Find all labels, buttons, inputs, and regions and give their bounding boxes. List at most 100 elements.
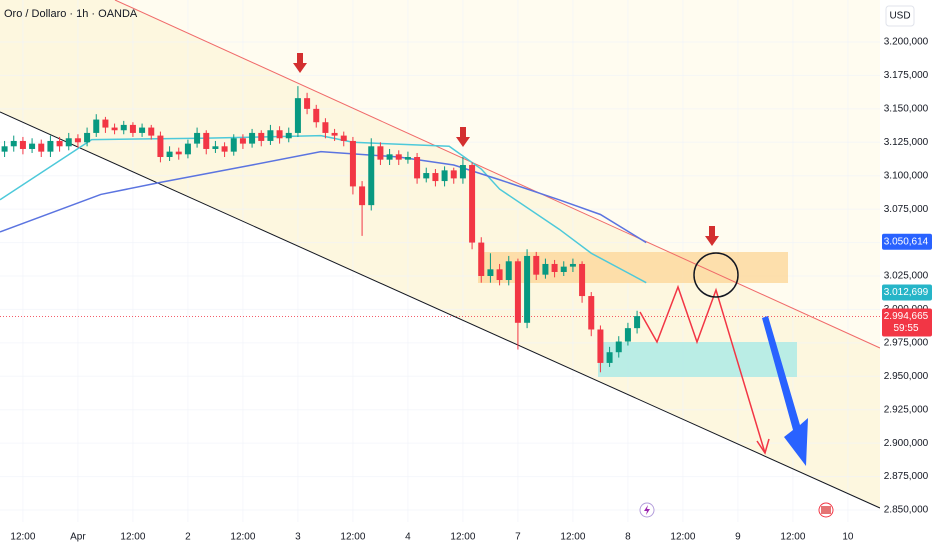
candle-body xyxy=(184,143,191,155)
x-tick-label: 3 xyxy=(295,532,301,543)
candle-body xyxy=(359,186,366,206)
x-tick-label: 12:00 xyxy=(450,532,475,543)
candle-body xyxy=(175,151,182,155)
candle-body xyxy=(10,140,17,147)
candle-body xyxy=(267,130,274,141)
candle-body xyxy=(313,108,320,123)
x-tick-label: 12:00 xyxy=(230,532,255,543)
highlight-circle xyxy=(693,252,739,298)
price-label: 2.994,665 xyxy=(884,311,929,322)
event-icon-glyph xyxy=(821,506,831,514)
candle-body xyxy=(533,255,540,275)
candle-body xyxy=(203,132,210,149)
candle-body xyxy=(395,154,402,160)
event-icon-glyph xyxy=(644,505,650,515)
candle-body xyxy=(74,138,81,143)
candle-body xyxy=(597,329,604,363)
y-tick-label: 3.175,000 xyxy=(884,70,929,81)
down-arrow xyxy=(293,53,307,73)
projection-arrowhead xyxy=(756,438,770,455)
down-arrow xyxy=(705,226,719,246)
candle-body xyxy=(478,242,485,276)
support-zone xyxy=(598,342,797,377)
moving-average xyxy=(0,134,647,284)
candle-body xyxy=(579,263,586,297)
y-tick-label: 2.950,000 xyxy=(884,371,929,382)
candle-body xyxy=(514,261,521,323)
x-tick-label: 12:00 xyxy=(670,532,695,543)
candle-body xyxy=(239,138,246,144)
candle-body xyxy=(19,140,26,149)
price-label-box xyxy=(882,233,932,250)
candle-body xyxy=(349,140,356,187)
x-tick-label: 7 xyxy=(515,532,521,543)
candle-body xyxy=(423,173,430,179)
x-tick-label: 12:00 xyxy=(120,532,145,543)
candle-body xyxy=(47,140,54,152)
candle-body xyxy=(542,263,549,275)
y-tick-label: 3.025,000 xyxy=(884,271,929,282)
x-tick-label: 2 xyxy=(185,532,191,543)
x-tick-label: 12:00 xyxy=(340,532,365,543)
y-tick-label: 2.925,000 xyxy=(884,404,929,415)
candle-body xyxy=(139,127,146,133)
chart-title: Oro / Dollaro · 1h · OANDA xyxy=(4,8,138,20)
x-tick-label: 12:00 xyxy=(780,532,805,543)
x-tick-label: 8 xyxy=(625,532,631,543)
y-tick-label: 3.100,000 xyxy=(884,170,929,181)
candle-body xyxy=(624,328,631,342)
x-tick-label: 12:00 xyxy=(10,532,35,543)
y-tick-label: 3.150,000 xyxy=(884,103,929,114)
x-tick-label: 12:00 xyxy=(560,532,585,543)
candle-body xyxy=(322,122,329,133)
candle-body xyxy=(569,263,576,267)
candle-body xyxy=(38,143,45,152)
y-tick-label: 2.875,000 xyxy=(884,471,929,482)
candle-body xyxy=(285,132,292,139)
candle-body xyxy=(404,156,411,160)
candle-body xyxy=(459,165,466,179)
unit-box[interactable] xyxy=(885,5,915,27)
channel-fill xyxy=(0,0,880,508)
candle-body xyxy=(249,132,256,144)
price-label: 3.012,699 xyxy=(884,287,929,298)
candle-body xyxy=(230,138,237,152)
series xyxy=(0,86,647,373)
y-axis-label: USD xyxy=(889,11,910,22)
candle-body xyxy=(340,135,347,141)
candle-body xyxy=(56,140,63,147)
upper-trendline xyxy=(114,0,881,349)
candle-body xyxy=(276,130,283,139)
candle-body xyxy=(487,269,494,276)
overlay: 2.850,000 2.875,000 2.900,000 2.925,000 2.95… xyxy=(10,37,932,543)
x-tick-label: 9 xyxy=(735,532,741,543)
candle-body xyxy=(84,132,91,143)
candle-body xyxy=(386,154,393,160)
candle-body xyxy=(560,266,567,272)
x-tick-label: Apr xyxy=(70,532,86,543)
price-label-box xyxy=(882,284,932,301)
y-tick-label: 3.075,000 xyxy=(884,204,929,215)
candle-body xyxy=(258,132,265,141)
candle-body xyxy=(441,170,448,182)
price-label-box xyxy=(882,308,932,337)
blue-arrow xyxy=(762,316,808,466)
candle-body xyxy=(606,352,613,363)
arrows xyxy=(293,53,719,246)
candle-body xyxy=(469,165,476,243)
candle-body xyxy=(166,151,173,157)
x-tick-label: 10 xyxy=(842,532,854,543)
candle-body xyxy=(29,143,36,149)
candle-body xyxy=(102,119,109,128)
candle-body xyxy=(1,146,8,152)
candle-body xyxy=(129,124,136,133)
candle-body xyxy=(496,269,503,281)
candle-body xyxy=(120,124,127,131)
candle-body xyxy=(551,263,558,272)
time-axis xyxy=(0,522,932,550)
candle-body xyxy=(615,341,622,353)
price-axis xyxy=(880,0,932,550)
candle-body xyxy=(93,119,100,133)
candle-body xyxy=(450,170,457,179)
y-tick-label: 2.850,000 xyxy=(884,505,929,516)
